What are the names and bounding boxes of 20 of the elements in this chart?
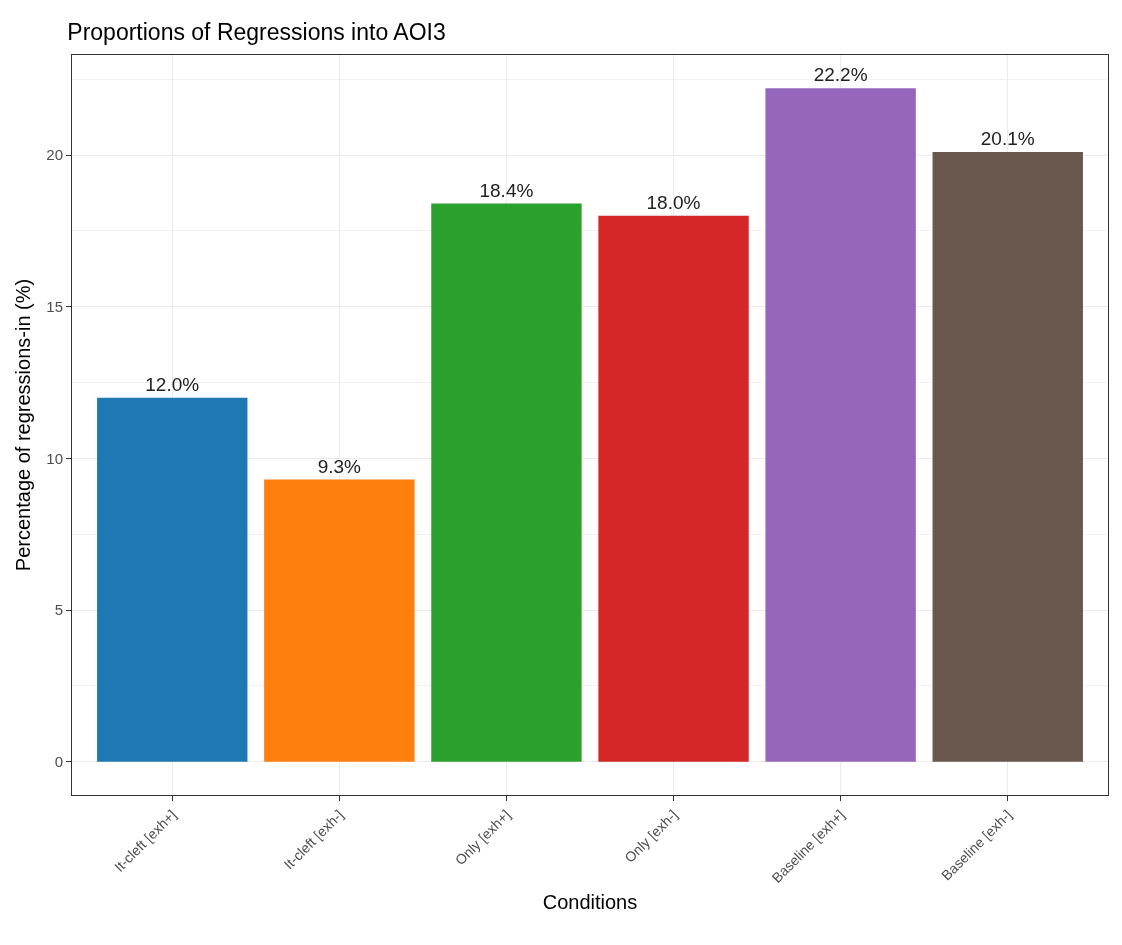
bar bbox=[598, 215, 749, 762]
y-tick-label: 0 bbox=[54, 752, 63, 770]
data-label: 9.3% bbox=[317, 455, 362, 477]
y-axis-title: Percentage of regressions-in (%) bbox=[11, 278, 34, 572]
y-tick-label: 20 bbox=[46, 146, 63, 164]
chart-title: Proportions of Regressions into AOI3 bbox=[67, 18, 446, 45]
bar bbox=[431, 203, 582, 762]
data-label: 12.0% bbox=[145, 373, 200, 395]
data-label: 18.0% bbox=[646, 191, 701, 213]
bar bbox=[264, 479, 415, 762]
bar bbox=[765, 88, 916, 762]
bar bbox=[932, 152, 1083, 762]
data-label: 22.2% bbox=[813, 64, 868, 86]
data-label: 20.1% bbox=[980, 128, 1035, 150]
y-tick-label: 10 bbox=[46, 449, 63, 467]
y-tick-label: 15 bbox=[46, 297, 63, 315]
bar bbox=[97, 397, 248, 762]
x-axis-title: Conditions bbox=[542, 891, 638, 914]
y-tick-label: 5 bbox=[54, 601, 63, 619]
data-label: 18.4% bbox=[479, 179, 534, 201]
